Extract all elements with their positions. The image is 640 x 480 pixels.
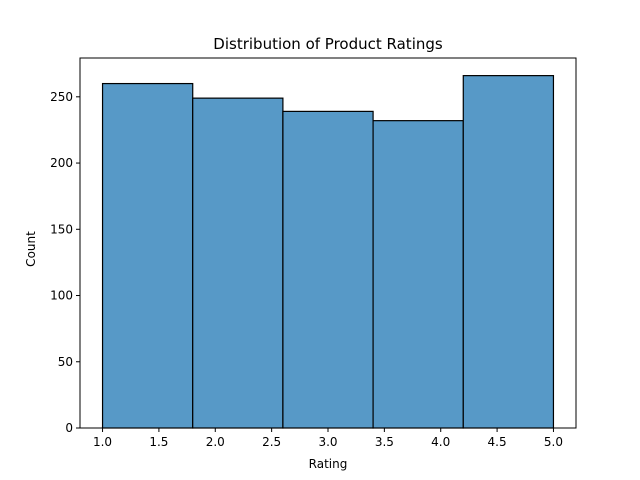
x-tick-label: 3.0 [318, 435, 337, 449]
y-tick-label: 250 [50, 90, 73, 104]
histogram-bar-3 [282, 110, 374, 429]
histogram-bar-2 [192, 97, 284, 429]
y-tick-label: 200 [50, 156, 73, 170]
histogram-bar-1 [101, 82, 194, 429]
x-tick-label: 5.0 [544, 435, 563, 449]
bars-layer [101, 75, 555, 429]
x-tick-label: 2.0 [206, 435, 225, 449]
x-axis-label: Rating [309, 457, 348, 471]
x-tick-label: 4.0 [431, 435, 450, 449]
x-tick-label: 2.5 [262, 435, 281, 449]
y-tick-label: 0 [65, 421, 73, 435]
x-tick-label: 3.5 [375, 435, 394, 449]
y-axis-ticks: 0 50 100 150 200 250 [50, 90, 80, 435]
y-tick-label: 150 [50, 222, 73, 236]
x-tick-label: 1.5 [149, 435, 168, 449]
y-tick-label: 50 [58, 355, 73, 369]
x-tick-label: 1.0 [93, 435, 112, 449]
plot-frame [79, 57, 577, 429]
x-axis-ticks: 1.0 1.5 2.0 2.5 3.0 3.5 4.0 4.5 5.0 [93, 428, 563, 449]
histogram-bar-4 [372, 120, 464, 429]
chart-title: Distribution of Product Ratings [213, 35, 443, 53]
x-tick-label: 4.5 [488, 435, 507, 449]
y-tick-label: 100 [50, 289, 73, 303]
y-axis-label: Count [24, 231, 38, 267]
histogram-bar-5 [462, 75, 555, 429]
